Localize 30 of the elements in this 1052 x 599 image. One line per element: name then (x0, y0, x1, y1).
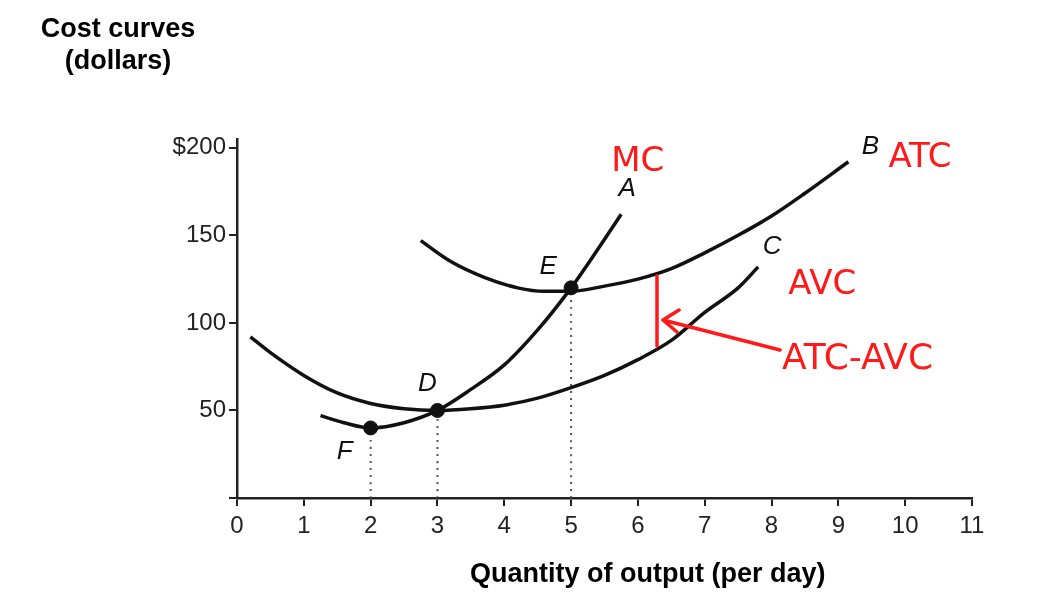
series-label: ATC (888, 134, 952, 175)
y-tick-label: 50 (199, 395, 226, 423)
x-tick-label: 3 (430, 511, 445, 539)
point (363, 420, 379, 436)
x-tick-label: 4 (497, 511, 511, 539)
annotation: A (616, 171, 636, 202)
x-tick-label: 2 (363, 511, 378, 539)
y-tick-label: 150 (185, 219, 226, 247)
x-tick-label: 0 (230, 511, 244, 539)
annotation: B (861, 130, 880, 160)
x-tick-label: 8 (764, 511, 779, 539)
x-tick-label: 1 (297, 511, 311, 539)
annotation: F (336, 435, 355, 466)
x-tick-label: 11 (959, 511, 985, 539)
y-tick-label: 100 (185, 307, 226, 335)
point (563, 280, 579, 296)
x-axis-title: Quantity of output (per day) (470, 558, 826, 589)
y-axis-title: Cost curves (dollars) (39, 12, 197, 76)
series-label: AVC (788, 261, 857, 302)
annotation: D (418, 366, 437, 397)
x-tick-label: 6 (631, 511, 645, 539)
annotation: ATC-AVC (782, 336, 934, 377)
y-tick-label: $200 (172, 132, 226, 160)
annotation: C (762, 230, 782, 261)
point (429, 402, 445, 418)
x-tick-label: 10 (891, 511, 919, 539)
x-tick-label: 9 (831, 511, 846, 539)
x-tick-label: 7 (698, 511, 712, 539)
x-tick-label: 5 (564, 511, 578, 539)
annotation: E (539, 250, 558, 281)
